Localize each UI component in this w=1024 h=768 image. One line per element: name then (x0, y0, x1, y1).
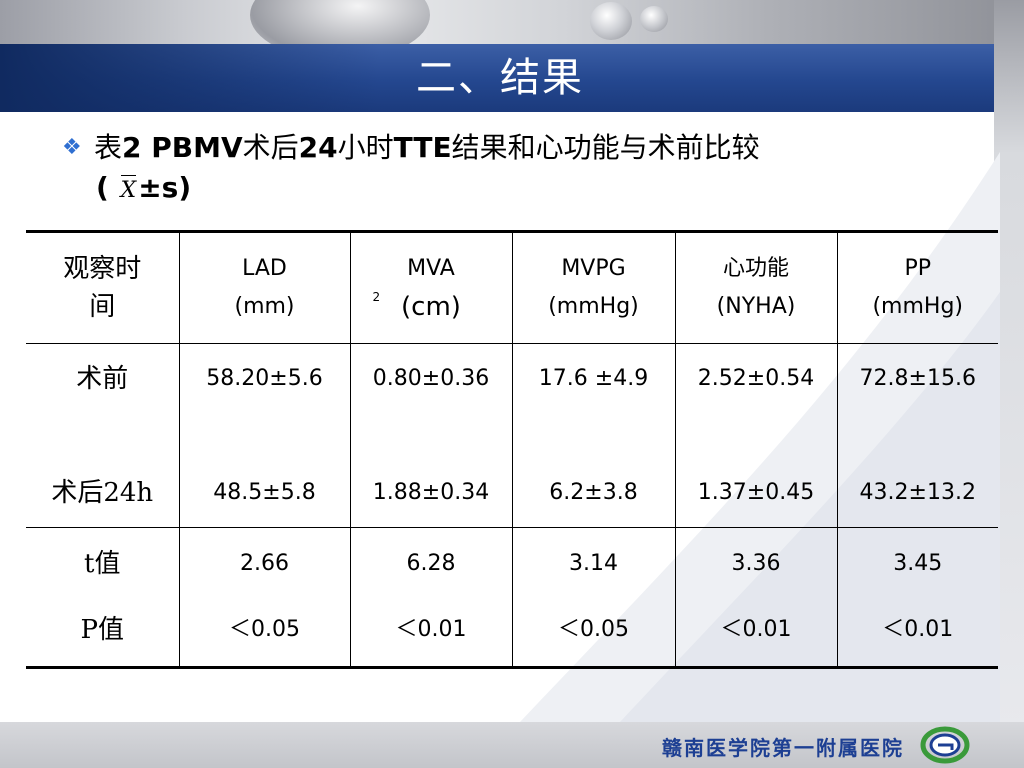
caption-text: 结果和心功能与术前比较 (451, 131, 760, 164)
header-cell: LAD (mm) (178, 230, 350, 344)
table-cell: 3.36 ＜0.01 (674, 527, 837, 669)
table-cell: 58.20±5.6 48.5±5.8 (178, 343, 350, 528)
cell-value: 58.20±5.6 (206, 365, 323, 391)
header-cell: 观察时 间 (26, 230, 179, 344)
header-unit: (mmHg) (872, 294, 964, 319)
cell-value: 2.52±0.54 (697, 365, 815, 391)
slide-title: 二、结果 (416, 55, 584, 101)
diamond-bullet-icon: ❖ (62, 135, 82, 160)
cell-value: 1.37±0.45 (697, 479, 815, 505)
table-header-row: 观察时 间 LAD (mm) MVA (cm 2) MVPG (mmHg) 心功能… (26, 230, 998, 344)
header-label: 间 (89, 292, 116, 322)
row-label-p: P值 (80, 615, 125, 645)
cell-value: 43.2±13.2 (859, 479, 976, 505)
mean-symbol: X (119, 171, 139, 211)
header-unit-base: (cm (401, 292, 451, 322)
header-label: LAD (242, 256, 287, 281)
header-unit: (NYHA) (716, 294, 796, 319)
header-unit: (cm 2) (351, 288, 512, 326)
header-label: PP (904, 256, 932, 281)
header-unit: (mmHg) (548, 294, 639, 319)
title-band (0, 44, 1000, 112)
cell-value: ＜0.05 (558, 617, 629, 642)
header-cell: PP (mmHg) (836, 230, 998, 344)
row-label-post: 术后24h (51, 477, 154, 508)
hospital-logo-icon (920, 726, 970, 764)
header-label: 心功能 (722, 256, 789, 281)
table-cell: 72.8±15.6 43.2±13.2 (836, 343, 998, 528)
row-label-cell: 术前 术后24h (26, 343, 179, 528)
results-table: 观察时 间 LAD (mm) MVA (cm 2) MVPG (mmHg) 心功能… (26, 230, 998, 669)
table-row-group-statistics: t值 P值 2.66 ＜0.05 6.28 ＜0.01 3.14 ＜0.05 3… (26, 527, 998, 669)
header-unit-exponent: 2 (372, 290, 381, 304)
row-label-t: t值 (84, 549, 121, 579)
cell-value: 0.80±0.36 (372, 365, 490, 391)
caption-text: 术后 (242, 131, 299, 164)
table-cell: 6.28 ＜0.01 (349, 527, 512, 669)
cell-value: 72.8±15.6 (859, 365, 976, 391)
header-cell: 心功能 (NYHA) (674, 230, 837, 344)
table-cell: 3.45 ＜0.01 (836, 527, 998, 669)
cell-value: 3.45 (893, 551, 943, 576)
cell-value: ＜0.01 (720, 617, 792, 642)
table-cell: 2.52±0.54 1.37±0.45 (674, 343, 837, 528)
table-cell: 0.80±0.36 1.88±0.34 (349, 343, 512, 528)
caption-text: 表 (94, 131, 123, 164)
row-label-cell: t值 P值 (26, 527, 179, 669)
footer-bar (0, 722, 1024, 768)
table-cell: 2.66 ＜0.05 (178, 527, 350, 669)
caption-text: TTE (393, 131, 452, 164)
cell-value: ＜0.01 (395, 617, 467, 642)
header-cell: MVPG (mmHg) (511, 230, 675, 344)
header-unit: (mm) (234, 294, 295, 319)
cell-value: 3.14 (569, 551, 618, 576)
institution-name: 赣南医学院第一附属医院 (662, 736, 904, 760)
header-label: 观察时 (63, 254, 142, 284)
cell-value: 48.5±5.8 (213, 479, 316, 505)
table-cell: 3.14 ＜0.05 (511, 527, 675, 669)
header-photo-strip (0, 0, 1024, 60)
cell-value: 17.6 ±4.9 (538, 365, 649, 391)
caption-text: 2 PBMV (122, 131, 243, 164)
table-row-group-measurements: 术前 术后24h 58.20±5.6 48.5±5.8 0.80±0.36 1.… (26, 343, 998, 528)
header-label: MVA (407, 256, 455, 281)
cell-value: 6.2±3.8 (549, 479, 638, 505)
table-caption: ❖ 表2 PBMV术后24小时TTE结果和心功能与术前比较 ( X±s) (62, 128, 962, 211)
header-unit-close: ) (450, 292, 461, 322)
cell-value: ＜0.05 (229, 617, 300, 642)
header-cell: MVA (cm 2) (349, 230, 512, 344)
row-label-pre: 术前 (76, 363, 129, 394)
caption-text: 小时 (337, 131, 394, 164)
caption-text: 24 (298, 131, 338, 164)
table-cell: 17.6 ±4.9 6.2±3.8 (511, 343, 675, 528)
header-label: MVPG (561, 256, 626, 281)
cell-value: 2.66 (240, 551, 289, 576)
caption-paren: ( (96, 171, 109, 204)
cell-value: 6.28 (406, 551, 456, 576)
cell-value: ＜0.01 (882, 617, 954, 642)
cell-value: 3.36 (731, 551, 781, 576)
caption-paren: ±s) (138, 171, 192, 204)
cell-value: 1.88±0.34 (372, 479, 490, 505)
